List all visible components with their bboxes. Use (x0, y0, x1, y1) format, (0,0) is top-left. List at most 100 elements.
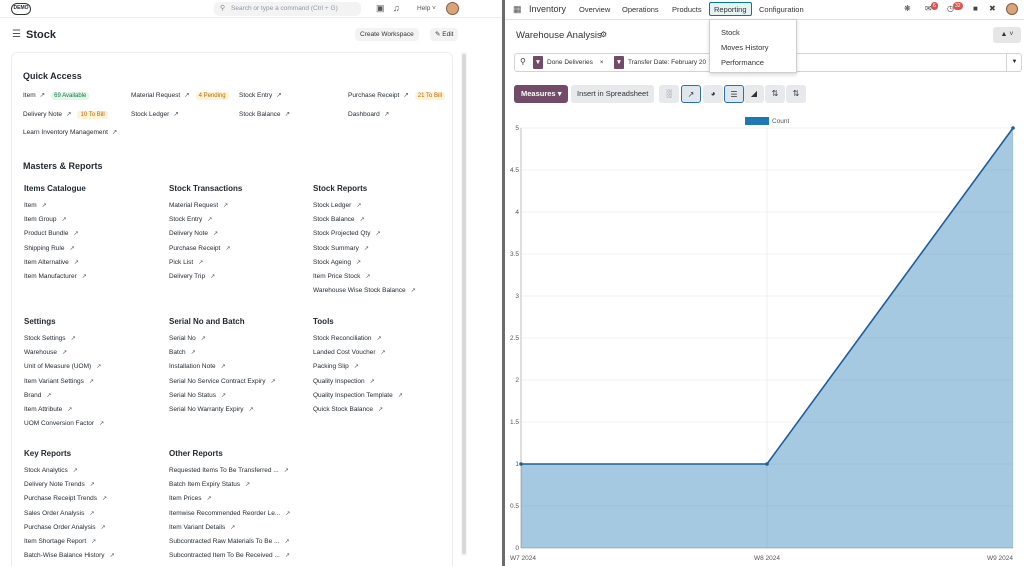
card-link[interactable]: Stock Entry ↗ (169, 216, 212, 223)
card-link[interactable]: Delivery Note ↗ (169, 230, 218, 237)
help-menu[interactable]: Help ˅ (417, 5, 436, 12)
bar-chart-icon[interactable]: ░ (659, 85, 679, 103)
dropdown-item-moves-history[interactable]: Moves History (721, 43, 769, 52)
facet-done-deliveries[interactable]: ▼ Done Deliveries × (533, 56, 604, 69)
card-link[interactable]: Serial No Warranty Expiry ↗ (169, 406, 254, 413)
card-link[interactable]: Item Variant Settings ↗ (24, 378, 94, 385)
card-link[interactable]: Item Manufacturer ↗ (24, 273, 87, 280)
card-link[interactable]: Shipping Rule ↗ (24, 245, 75, 252)
card-link[interactable]: Stock Analytics ↗ (24, 467, 78, 474)
card-link[interactable]: Delivery Note Trends ↗ (24, 481, 95, 488)
activity-icon[interactable]: ◷ (947, 4, 954, 13)
card-link[interactable]: Batch ↗ (169, 349, 196, 356)
card-link[interactable]: Stock Reconciliation ↗ (313, 335, 382, 342)
card-link[interactable]: Brand ↗ (24, 392, 51, 399)
create-workspace-button[interactable]: Create Workspace (355, 28, 419, 41)
card-link[interactable]: Batch-Wise Balance History ↗ (24, 552, 115, 559)
bell-icon[interactable]: ♫ (393, 3, 400, 13)
card-link[interactable]: Serial No Service Contract Expiry ↗ (169, 378, 275, 385)
card-link[interactable]: Subcontracted Item To Be Received ... ↗ (169, 552, 290, 559)
card-link[interactable]: Warehouse ↗ (24, 349, 67, 356)
card-link[interactable]: Quality Inspection Template ↗ (313, 392, 403, 399)
menu-overview[interactable]: Overview (579, 5, 611, 14)
shortcut-stock-balance[interactable]: Stock Balance ↗ (239, 111, 291, 118)
phone-icon[interactable]: ■ (973, 4, 978, 13)
tools-icon[interactable]: ✖ (989, 4, 996, 13)
card-link[interactable]: Batch Item Expiry Status ↗ (169, 481, 250, 488)
sort-descending-icon[interactable]: ⇅ (765, 85, 785, 103)
demo-logo[interactable]: DEMO (11, 3, 31, 15)
card-link[interactable]: Requested Items To Be Transferred ... ↗ (169, 467, 289, 474)
card-link[interactable]: Item Shortage Report ↗ (24, 538, 96, 545)
facet-transfer-date[interactable]: ▼ Transfer Date: February 20 (614, 56, 714, 69)
apps-grid-icon[interactable]: ▦ (513, 4, 522, 14)
card-link[interactable]: UOM Conversion Factor ↗ (24, 420, 104, 427)
shortcut-dashboard[interactable]: Dashboard ↗ (348, 111, 390, 118)
shortcut-purchase-receipt[interactable]: Purchase Receipt ↗ 21 To Bill (348, 91, 446, 100)
card-link[interactable]: Item Group ↗ (24, 216, 67, 223)
card-link[interactable]: Item ↗ (24, 202, 47, 209)
menu-products[interactable]: Products (672, 5, 702, 14)
cumulative-icon[interactable]: ◢ (744, 85, 764, 103)
card-link[interactable]: Item Price Stock ↗ (313, 273, 370, 280)
card-link[interactable]: Warehouse Wise Stock Balance ↗ (313, 287, 416, 294)
insert-spreadsheet-button[interactable]: Insert in Spreadsheet (571, 85, 655, 103)
card-link[interactable]: Purchase Receipt ↗ (169, 245, 230, 252)
card-link[interactable]: Unit of Measure (UOM) ↗ (24, 363, 101, 370)
card-link[interactable]: Serial No Status ↗ (169, 392, 226, 399)
card-link[interactable]: Item Prices ↗ (169, 495, 212, 502)
card-link[interactable]: Sales Order Analysis ↗ (24, 510, 94, 517)
card-link[interactable]: Itemwise Recommended Reorder Le... ↗ (169, 510, 290, 517)
scrollbar[interactable] (461, 52, 467, 556)
dropdown-item-performance[interactable]: Performance (721, 58, 764, 67)
card-link[interactable]: Packing Slip ↗ (313, 363, 359, 370)
sort-ascending-icon[interactable]: ⇅ (786, 85, 806, 103)
debug-icon[interactable]: ❋ (904, 4, 911, 13)
shortcut-item[interactable]: Item ↗ 69 Available (23, 91, 90, 100)
card-link[interactable]: Purchase Receipt Trends ↗ (24, 495, 107, 502)
shortcut-stock-ledger[interactable]: Stock Ledger ↗ (131, 111, 179, 118)
sidebar-toggle-icon[interactable]: ☰ (12, 29, 21, 40)
card-link[interactable]: Stock Ledger ↗ (313, 202, 361, 209)
card-link[interactable]: Item Attribute ↗ (24, 406, 72, 413)
card-link[interactable]: Subcontracted Raw Materials To Be ... ↗ (169, 538, 289, 545)
chart-view-switcher[interactable]: ▲ ˅ (993, 27, 1021, 43)
card-link[interactable]: Stock Ageing ↗ (313, 259, 361, 266)
messages-icon[interactable]: ✉ (925, 4, 932, 13)
card-link[interactable]: Stock Balance ↗ (313, 216, 365, 223)
measures-button[interactable]: Measures ▾ (514, 85, 569, 103)
app-name[interactable]: Inventory (529, 4, 567, 14)
avatar[interactable] (446, 2, 459, 15)
card-link[interactable]: Stock Settings ↗ (24, 335, 76, 342)
card-link[interactable]: Serial No ↗ (169, 335, 206, 342)
avatar[interactable] (1006, 3, 1018, 15)
card-link[interactable]: Purchase Order Analysis ↗ (24, 524, 106, 531)
gear-icon[interactable]: ⚙ (600, 30, 608, 39)
command-search[interactable]: ⚲ Search or type a command (Ctrl + G) (214, 2, 361, 16)
card-link[interactable]: Quick Stock Balance ↗ (313, 406, 383, 413)
menu-operations[interactable]: Operations (622, 5, 659, 14)
card-link[interactable]: Item Alternative ↗ (24, 259, 79, 266)
card-link[interactable]: Item Variant Details ↗ (169, 524, 235, 531)
dropdown-item-stock[interactable]: Stock (721, 28, 740, 37)
card-link[interactable]: Installation Note ↗ (169, 363, 226, 370)
shortcut-material-request[interactable]: Material Request ↗ 4 Pending (131, 91, 229, 100)
card-link[interactable]: Material Request ↗ (169, 202, 228, 209)
shortcut-learn-inventory[interactable]: Learn Inventory Management ↗ (23, 129, 118, 136)
menu-reporting[interactable]: Reporting (709, 2, 752, 16)
card-link[interactable]: Landed Cost Voucher ↗ (313, 349, 386, 356)
card-link[interactable]: Stock Summary ↗ (313, 245, 369, 252)
search-options-toggle[interactable]: ▼ (1006, 54, 1022, 71)
card-link[interactable]: Delivery Trip ↗ (169, 273, 215, 280)
remove-facet-icon[interactable]: × (599, 59, 604, 66)
card-link[interactable]: Quality Inspection ↗ (313, 378, 375, 385)
menu-configuration[interactable]: Configuration (759, 5, 804, 14)
shortcut-delivery-note[interactable]: Delivery Note ↗ 10 To Bill (23, 110, 108, 119)
shortcut-stock-entry[interactable]: Stock Entry ↗ (239, 92, 282, 99)
line-chart-icon[interactable]: ↗ (681, 85, 701, 103)
pie-chart-icon[interactable]: ◕ (703, 85, 723, 103)
stacked-icon[interactable]: ☰ (724, 85, 744, 103)
card-link[interactable]: Product Bundle ↗ (24, 230, 78, 237)
chat-icon[interactable]: ▣ (376, 3, 385, 13)
card-link[interactable]: Pick List ↗ (169, 259, 203, 266)
